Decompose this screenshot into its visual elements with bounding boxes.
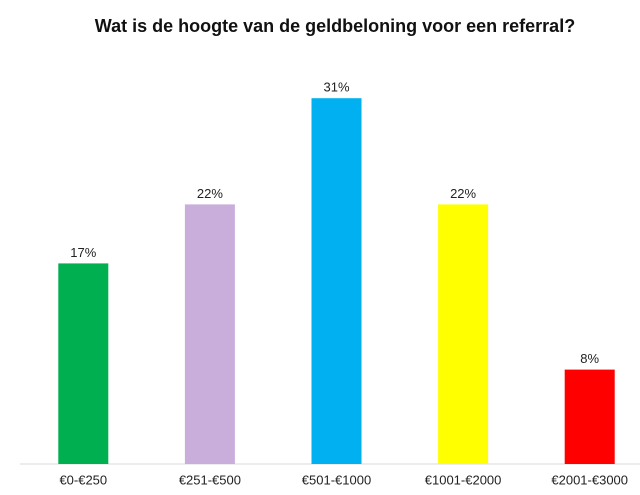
value-label: 22%	[197, 186, 223, 201]
value-label: 17%	[70, 245, 96, 260]
bar	[438, 204, 489, 464]
bar	[184, 204, 235, 464]
x-tick-label: €2001-€3000	[551, 472, 628, 487]
value-label: 22%	[450, 186, 476, 201]
value-label: 31%	[323, 80, 349, 95]
value-label: 8%	[580, 351, 599, 366]
bar	[58, 263, 109, 464]
x-tick-label: €501-€1000	[302, 472, 371, 487]
x-tick-label: €0-€250	[59, 472, 107, 487]
chart-title: Wat is de hoogte van de geldbeloning voo…	[95, 16, 575, 36]
x-tick-label: €251-€500	[179, 472, 241, 487]
bar	[311, 98, 362, 464]
bar	[564, 369, 615, 464]
x-tick-label: €1001-€2000	[425, 472, 502, 487]
